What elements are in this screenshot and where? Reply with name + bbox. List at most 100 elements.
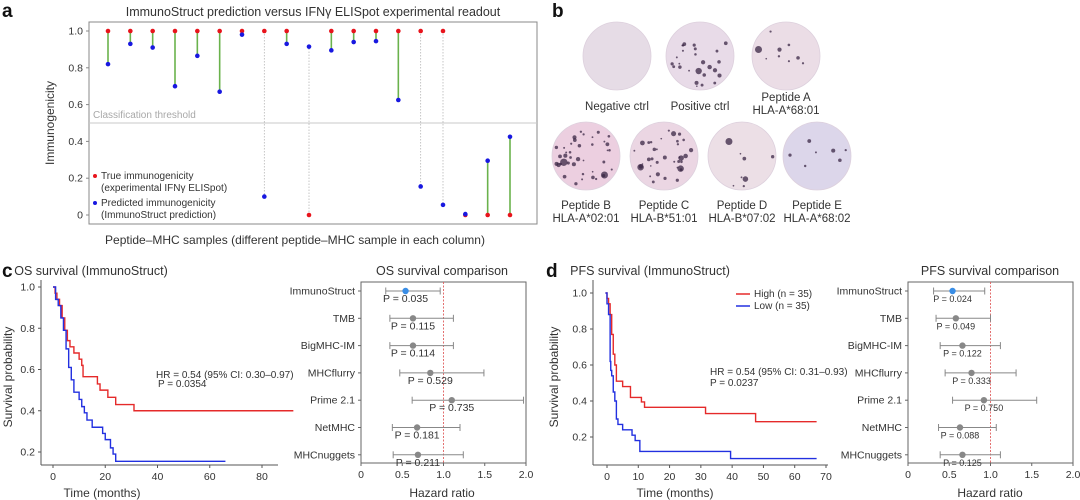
spot (591, 143, 594, 146)
spot (581, 172, 585, 176)
well-label: Peptide B (561, 200, 611, 212)
chart-a-ylabel: Immunogenicity (43, 81, 57, 165)
panel-label-d: d (546, 261, 558, 282)
spot (637, 163, 644, 171)
spot (652, 147, 657, 152)
spot (582, 159, 585, 162)
spot (579, 130, 583, 133)
spot (581, 178, 584, 181)
predicted-point (262, 194, 267, 199)
p-value: P = 0.088 (941, 431, 980, 441)
well-label: HLA-B*51:01 (630, 213, 697, 225)
predicted-point (195, 53, 200, 59)
spot (742, 185, 745, 188)
spot (649, 165, 652, 167)
predicted-point (105, 61, 111, 67)
x-tick-label: 50 (758, 471, 770, 483)
spot (796, 56, 800, 60)
chart-a-xlabel: Peptide–MHC samples (different peptide–M… (105, 233, 485, 247)
legend-high-label: High (n = 35) (754, 289, 812, 300)
spot (693, 47, 697, 51)
well-label: Peptide A (761, 92, 811, 104)
threshold-label: Classification threshold (93, 110, 196, 121)
hr-point (402, 287, 409, 295)
y-tick-label: 0.8 (20, 323, 35, 335)
chart-d-forest-xlabel: Hazard ratio (957, 486, 1023, 500)
elispot-well: Negative ctrl (582, 21, 652, 113)
chart-c-km-annotation-p: P = 0.0354 (158, 379, 207, 390)
row-label: MHCflurry (855, 367, 903, 379)
true-point (128, 28, 133, 34)
x-tick-label: 0 (604, 471, 610, 483)
spot (563, 153, 568, 158)
x-tick-label: 1.0 (983, 469, 998, 481)
spot (739, 152, 742, 155)
chart-a-legend: True immunogenicity (experimental IFNγ E… (93, 171, 227, 221)
spot (683, 153, 688, 159)
hr-point (959, 451, 966, 458)
predicted-point (239, 32, 245, 37)
spot (707, 64, 712, 70)
x-tick-label: 2.0 (1066, 469, 1080, 481)
legend-low-label: Low (n = 35) (754, 301, 810, 312)
forest-row: MHCnuggets P = 0.125 (841, 449, 1001, 468)
spot (606, 149, 609, 152)
spot (742, 156, 747, 161)
forest-row: ImmunoStruct P = 0.035 (290, 286, 441, 305)
row-label: MHCflurry (308, 367, 356, 379)
y-tick-label: 1.0 (68, 26, 83, 38)
well-label: Peptide D (717, 200, 768, 212)
row-label: BigMHC-IM (301, 340, 355, 352)
true-point (485, 212, 490, 218)
well-disc (707, 121, 777, 191)
spot (695, 67, 702, 75)
spot (647, 141, 651, 144)
spot (670, 62, 674, 66)
spot (660, 137, 663, 140)
x-tick-label: 0 (905, 469, 911, 481)
elispot-well: Positive ctrl (665, 21, 735, 113)
spot (838, 158, 842, 163)
row-label: ImmunoStruct (290, 286, 355, 298)
x-tick-label: 60 (204, 471, 216, 483)
spot (694, 53, 697, 56)
spot (777, 55, 781, 58)
spot (554, 145, 559, 150)
x-tick-label: 40 (726, 471, 738, 483)
spot (681, 44, 684, 47)
x-tick-label: 60 (789, 471, 801, 483)
true-point (306, 212, 312, 218)
spot (777, 47, 782, 52)
x-tick-label: 40 (152, 471, 164, 483)
spot (651, 180, 655, 184)
spot (556, 162, 561, 168)
true-point (150, 28, 155, 34)
spot (608, 148, 611, 152)
predicted-point (329, 48, 334, 53)
well-label: HLA-A*68:01 (752, 105, 819, 117)
well-disc (751, 21, 821, 91)
spot (725, 137, 733, 145)
well-disc (551, 121, 621, 191)
forest-row: MHCnuggets P = 0.211 (294, 449, 464, 469)
forest-row: Prime 2.1 P = 0.735 (310, 395, 525, 414)
true-point (396, 28, 401, 34)
spot (770, 155, 775, 159)
predicted-point (351, 39, 356, 45)
p-value: P = 0.035 (383, 293, 428, 305)
y-tick-label: 0.6 (20, 364, 35, 376)
spot (663, 176, 667, 180)
hr-point (968, 369, 975, 377)
true-point (373, 28, 379, 34)
hr-point (956, 424, 964, 431)
row-label: MHCnuggets (841, 449, 902, 461)
spot (700, 60, 706, 65)
true-point (507, 212, 513, 218)
forest-row: TMB P = 0.049 (880, 313, 991, 331)
true-point (351, 28, 356, 34)
y-tick-label: 0.4 (572, 396, 587, 408)
chart-d-forest-plot: 0 0.5 1.0 1.5 2.0 ImmunoStruct P = 0.024 TMB P =… (837, 281, 1080, 481)
y-tick-label: 0.4 (68, 136, 83, 148)
